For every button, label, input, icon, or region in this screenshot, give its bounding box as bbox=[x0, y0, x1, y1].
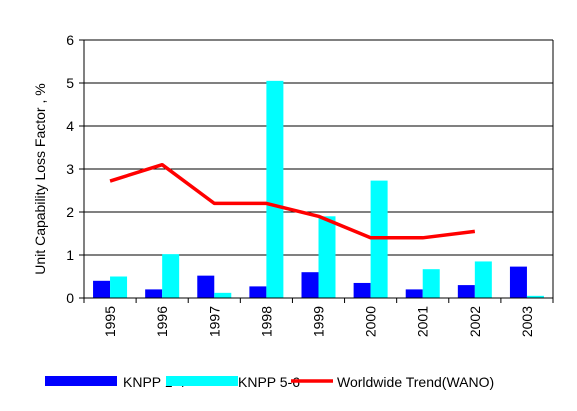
bar-knpp-1-4-1996 bbox=[145, 289, 163, 298]
grid-lines bbox=[84, 39, 553, 256]
y-tick-label: 1 bbox=[66, 247, 74, 263]
bar-knpp-5-6-1998 bbox=[266, 80, 284, 298]
axes bbox=[79, 39, 554, 303]
bar-knpp-5-6-2001 bbox=[422, 269, 440, 298]
x-tick-label: 2002 bbox=[467, 306, 483, 337]
x-tick-label: 1996 bbox=[154, 306, 170, 337]
line-series-wano bbox=[109, 162, 476, 240]
x-tick-label: 1998 bbox=[258, 306, 274, 337]
bar-knpp-1-4-2003 bbox=[509, 266, 527, 298]
bar-knpp-1-4-1999 bbox=[301, 272, 319, 298]
bar-knpp-5-6-1997 bbox=[214, 292, 232, 298]
legend: KNPP 1-4 KNPP 5-6 Worldwide Trend(WANO) bbox=[45, 374, 494, 390]
bar-knpp-5-6-2002 bbox=[474, 261, 492, 298]
y-tick-label: 2 bbox=[66, 204, 74, 220]
y-tick-label: 3 bbox=[66, 161, 74, 177]
legend-label: Worldwide Trend(WANO) bbox=[337, 374, 494, 390]
bars bbox=[93, 80, 544, 298]
y-tick-label: 5 bbox=[66, 75, 74, 91]
bar-knpp-1-4-1995 bbox=[93, 280, 111, 298]
x-tick-label: 1995 bbox=[102, 306, 118, 337]
legend-label: KNPP 5-6 bbox=[238, 374, 300, 390]
legend-swatch bbox=[45, 376, 117, 386]
y-axis-label: Unit Capability Loss Factor , % bbox=[32, 83, 48, 274]
y-tick-label: 4 bbox=[66, 118, 74, 134]
legend-item: KNPP 1-4 bbox=[45, 374, 185, 390]
legend-swatch bbox=[166, 376, 238, 386]
bar-knpp-5-6-2003 bbox=[526, 295, 544, 298]
bar-knpp-1-4-2002 bbox=[457, 285, 475, 298]
legend-item: KNPP 5-6 bbox=[166, 374, 300, 390]
bar-knpp-1-4-1997 bbox=[197, 275, 215, 298]
x-tick-labels: 1995 1996 1997 1998 1999 2000 2001 2002 2003 bbox=[102, 306, 535, 337]
trend-line bbox=[109, 162, 476, 240]
y-tick-label: 0 bbox=[66, 290, 74, 306]
bar-knpp-5-6-1995 bbox=[110, 276, 128, 298]
bar-knpp-1-4-1998 bbox=[249, 286, 267, 298]
x-tick-label: 2000 bbox=[363, 306, 379, 337]
y-tick-labels: 0 1 2 3 4 5 6 bbox=[66, 32, 74, 306]
legend-item: Worldwide Trend(WANO) bbox=[291, 374, 494, 390]
bar-knpp-5-6-1996 bbox=[162, 254, 180, 298]
x-tick-label: 1999 bbox=[311, 306, 327, 337]
x-tick-label: 2001 bbox=[415, 306, 431, 337]
bar-knpp-1-4-2000 bbox=[353, 282, 371, 298]
x-tick-label: 1997 bbox=[206, 306, 222, 337]
x-tick-label: 2003 bbox=[519, 306, 535, 337]
bar-knpp-5-6-1999 bbox=[318, 216, 336, 298]
y-tick-label: 6 bbox=[66, 32, 74, 48]
bar-knpp-1-4-2001 bbox=[405, 289, 423, 298]
